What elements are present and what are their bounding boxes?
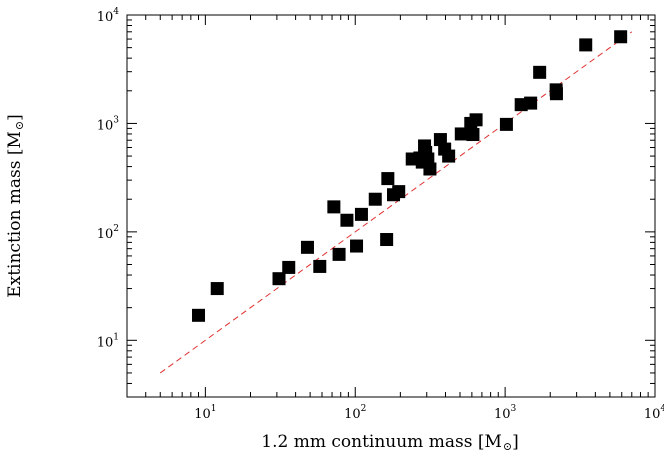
data-point [454, 127, 468, 141]
axis-ticks [126, 15, 655, 398]
data-point [533, 65, 547, 79]
y-tick-label: 102 [97, 224, 119, 242]
data-point [210, 282, 224, 296]
data-points [192, 30, 628, 322]
data-point [579, 38, 593, 52]
data-point [282, 260, 296, 274]
data-point [421, 152, 435, 166]
data-point [300, 240, 314, 254]
plot-frame [126, 14, 656, 398]
x-tick-label: 103 [494, 404, 517, 422]
y-axis-title: Extinction mass [M⊙] [5, 114, 26, 298]
data-point [380, 233, 394, 247]
x-tick-label: 101 [194, 404, 216, 422]
x-axis-title: 1.2 mm continuum mass [M⊙] [261, 432, 518, 453]
data-point [499, 117, 513, 131]
y-tick-label: 101 [97, 332, 119, 350]
data-point [340, 213, 354, 227]
sun-symbol-icon: ⊙ [503, 440, 512, 453]
data-point [466, 128, 480, 142]
sun-symbol-icon: ⊙ [13, 121, 26, 130]
data-point [524, 96, 538, 110]
data-point [442, 149, 456, 163]
data-point [354, 207, 368, 221]
y-tick-label: 103 [97, 115, 120, 133]
data-point [192, 308, 206, 322]
reference-line-layer [159, 31, 633, 374]
data-point [272, 272, 286, 286]
data-point [313, 259, 327, 273]
x-tick-label: 104 [644, 404, 664, 422]
data-point [614, 30, 628, 44]
data-point [368, 192, 382, 206]
y-tick-labels: 101 102 103 104 [97, 7, 120, 350]
data-point [327, 200, 341, 214]
data-point [350, 239, 364, 253]
x-tick-label: 102 [344, 404, 366, 422]
data-point [469, 113, 483, 127]
x-tick-labels: 101 102 103 104 [194, 404, 664, 422]
data-point [332, 247, 346, 261]
data-point [549, 87, 563, 101]
data-point [381, 172, 395, 186]
y-tick-label: 104 [97, 7, 120, 25]
data-point [392, 185, 406, 199]
one-to-one-reference-line [159, 31, 633, 374]
data-point [423, 162, 437, 176]
